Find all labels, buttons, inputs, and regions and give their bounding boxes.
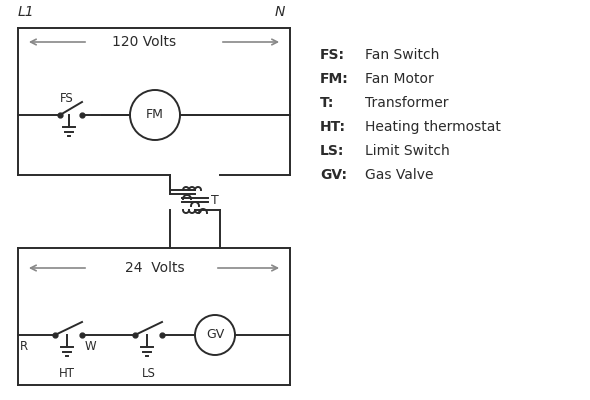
Text: GV:: GV: bbox=[320, 168, 347, 182]
Text: N: N bbox=[275, 5, 286, 19]
Text: LS: LS bbox=[142, 367, 155, 380]
Text: FM:: FM: bbox=[320, 72, 349, 86]
Text: Heating thermostat: Heating thermostat bbox=[365, 120, 501, 134]
Text: T: T bbox=[211, 194, 219, 206]
Text: HT:: HT: bbox=[320, 120, 346, 134]
Text: Transformer: Transformer bbox=[365, 96, 448, 110]
Text: Limit Switch: Limit Switch bbox=[365, 144, 450, 158]
Text: 120 Volts: 120 Volts bbox=[112, 35, 176, 49]
Text: LS:: LS: bbox=[320, 144, 345, 158]
Text: Fan Switch: Fan Switch bbox=[365, 48, 440, 62]
Text: L1: L1 bbox=[18, 5, 35, 19]
Text: Fan Motor: Fan Motor bbox=[365, 72, 434, 86]
Text: FS: FS bbox=[60, 92, 74, 106]
Text: W: W bbox=[85, 340, 97, 354]
Text: GV: GV bbox=[206, 328, 224, 342]
Text: Gas Valve: Gas Valve bbox=[365, 168, 434, 182]
Text: R: R bbox=[20, 340, 28, 354]
Text: FS:: FS: bbox=[320, 48, 345, 62]
Text: 24  Volts: 24 Volts bbox=[125, 261, 185, 275]
Text: HT: HT bbox=[58, 367, 74, 380]
Text: FM: FM bbox=[146, 108, 164, 122]
Text: T:: T: bbox=[320, 96, 335, 110]
